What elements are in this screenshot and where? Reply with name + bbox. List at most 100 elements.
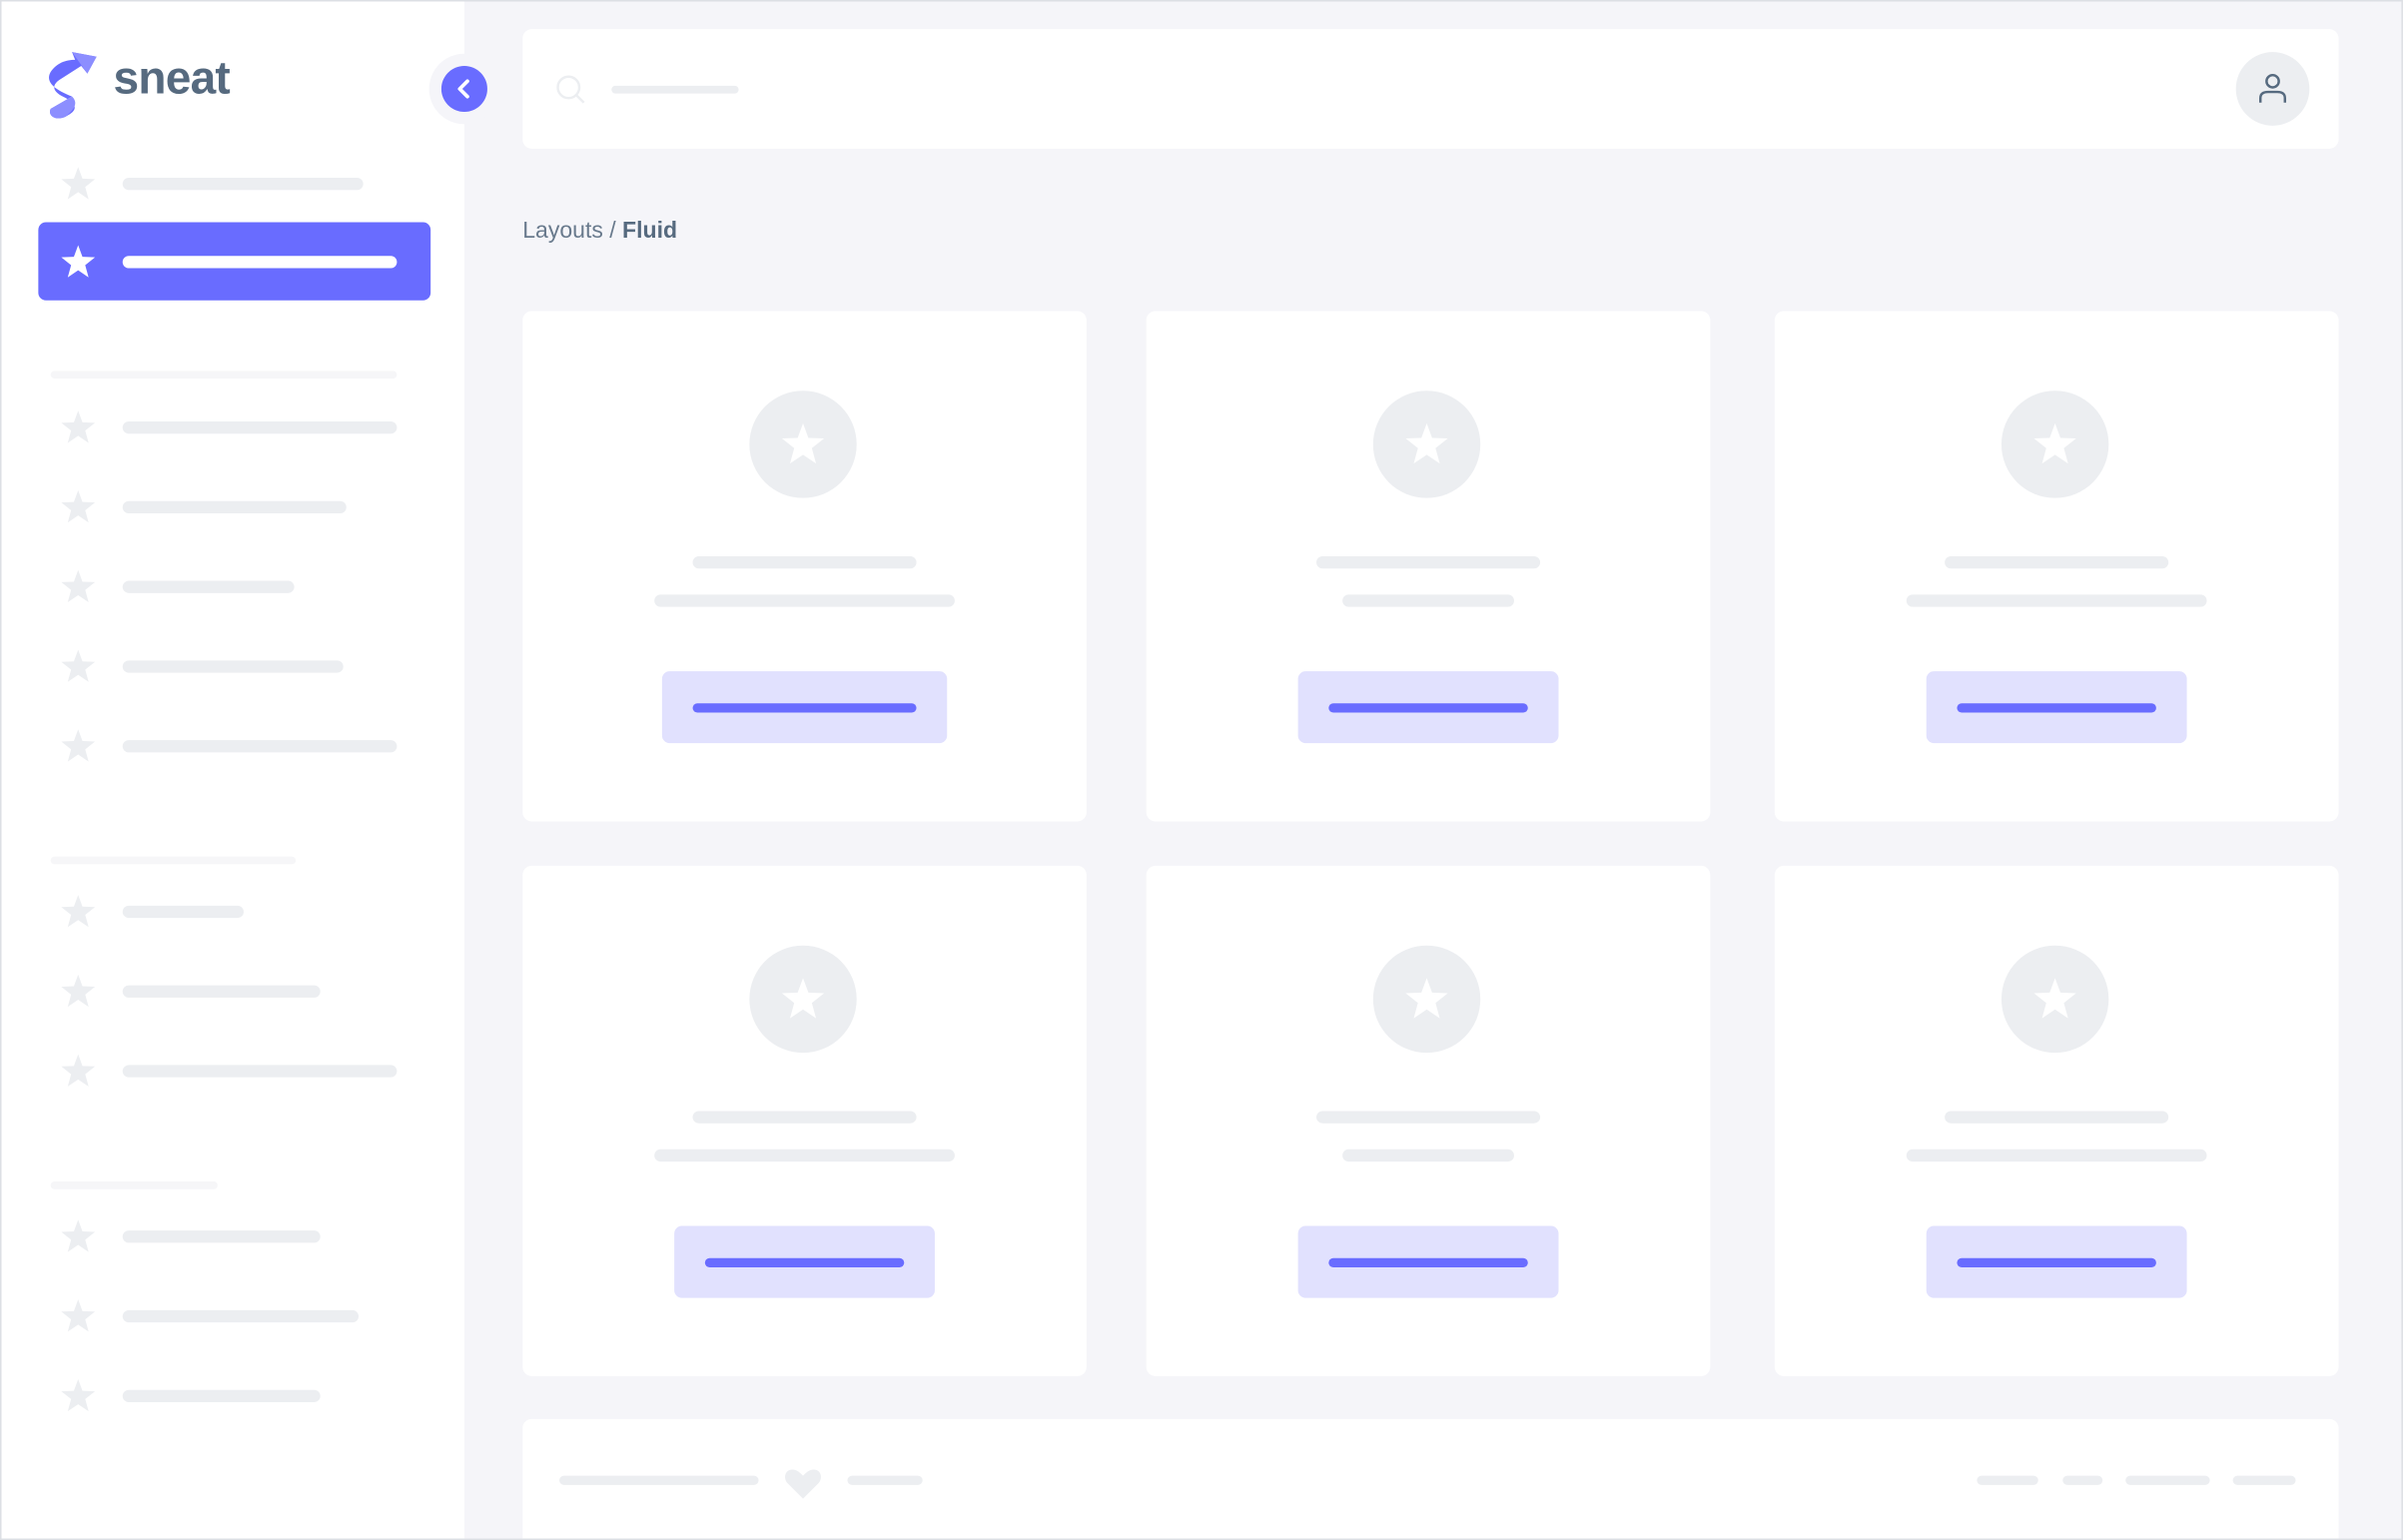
sidebar-item[interactable] [122,1309,360,1323]
card-text [1342,594,1514,607]
star-icon [60,1377,97,1414]
search-icon[interactable] [554,74,588,108]
footer-link[interactable] [1977,1475,2038,1485]
star-icon [61,410,96,443]
breadcrumb-current: Fluid [622,217,678,244]
card-button[interactable] [1297,1225,1559,1298]
star-icon [60,1298,97,1335]
card [1774,865,2339,1376]
star-icon [60,244,97,281]
sidebar-section-header [50,1181,218,1189]
card-button[interactable] [661,671,948,744]
card-text [1906,594,2207,607]
footer-link[interactable] [2062,1475,2103,1485]
card-title [1945,555,2169,569]
star-icon [61,490,96,523]
card-avatar [1372,945,1481,1054]
star-icon [61,1378,96,1412]
sidebar-section-header [50,856,297,865]
card-title [692,1111,917,1124]
sidebar-item[interactable] [122,985,321,998]
sidebar: sneat [1,1,464,1539]
sidebar-item[interactable] [122,1065,398,1078]
sidebar-item[interactable] [122,660,344,673]
chevron-left-icon [457,79,469,99]
card-title [1316,1111,1541,1124]
sidebar-item[interactable] [122,580,295,593]
user-avatar[interactable] [2235,52,2310,126]
card-button-label [1957,1257,2156,1267]
sneat-logo [49,52,97,119]
star-icon [781,978,825,1019]
footer-link[interactable] [2125,1475,2210,1485]
star-icon [61,974,96,1008]
card [522,865,1087,1376]
star-icon [60,166,97,203]
star-icon [2033,422,2076,464]
star-icon [60,488,97,525]
footer-link[interactable] [847,1475,923,1485]
card-avatar [1372,390,1481,498]
star-icon [2033,978,2076,1019]
sidebar-item[interactable] [122,1230,321,1243]
star-icon [60,894,97,931]
card [1146,311,1711,822]
card-title [1316,555,1541,569]
card-avatar [2001,390,2109,498]
card-button[interactable] [1926,671,2187,744]
collapse-sidebar-button[interactable] [440,65,487,113]
star-icon [60,1218,97,1255]
sidebar-item[interactable] [122,1389,321,1402]
card-title [692,555,917,569]
star-icon [61,245,96,278]
sidebar-item[interactable] [122,420,398,434]
star-icon [60,648,97,685]
star-icon [60,1053,97,1090]
star-icon [61,729,96,762]
card-button[interactable] [1926,1225,2187,1298]
card-button-label [704,1257,905,1267]
sidebar-item[interactable] [122,500,347,514]
card-button[interactable] [674,1225,935,1298]
sidebar-item[interactable] [122,740,398,753]
breadcrumb-parent[interactable]: Layouts [522,217,603,244]
star-icon [60,973,97,1010]
card [522,311,1087,822]
card-button[interactable] [1297,671,1559,744]
star-icon [61,895,96,928]
sidebar-item[interactable] [122,905,244,919]
star-icon [60,409,97,446]
star-icon [61,167,96,200]
card-avatar [749,945,857,1054]
card-text [654,594,955,607]
star-icon [1405,978,1448,1019]
sidebar-section-header [50,371,398,379]
star-icon [61,1299,96,1332]
card-avatar [749,390,857,498]
footer-text [559,1475,759,1485]
card-avatar [2001,945,2109,1054]
card-button-label [692,703,917,713]
card-text [654,1149,955,1162]
card [1774,311,2339,822]
card-button-label [1328,703,1528,713]
star-icon [61,1054,96,1087]
star-icon [781,422,825,464]
card-text [1906,1149,2207,1162]
footer-link[interactable] [2232,1475,2296,1485]
search-input[interactable] [611,85,739,94]
footer [522,1418,2339,1539]
breadcrumb: Layouts / Fluid [522,218,677,244]
navbar [522,29,2339,149]
card-text [1342,1149,1514,1162]
sidebar-item[interactable] [122,177,364,191]
card-button-label [1328,1257,1528,1267]
star-icon [61,1219,96,1252]
user-icon [2259,73,2287,103]
star-icon [60,728,97,765]
sidebar-item[interactable] [122,256,398,269]
card-title [1945,1111,2169,1124]
star-icon [61,569,96,603]
card [1146,865,1711,1376]
